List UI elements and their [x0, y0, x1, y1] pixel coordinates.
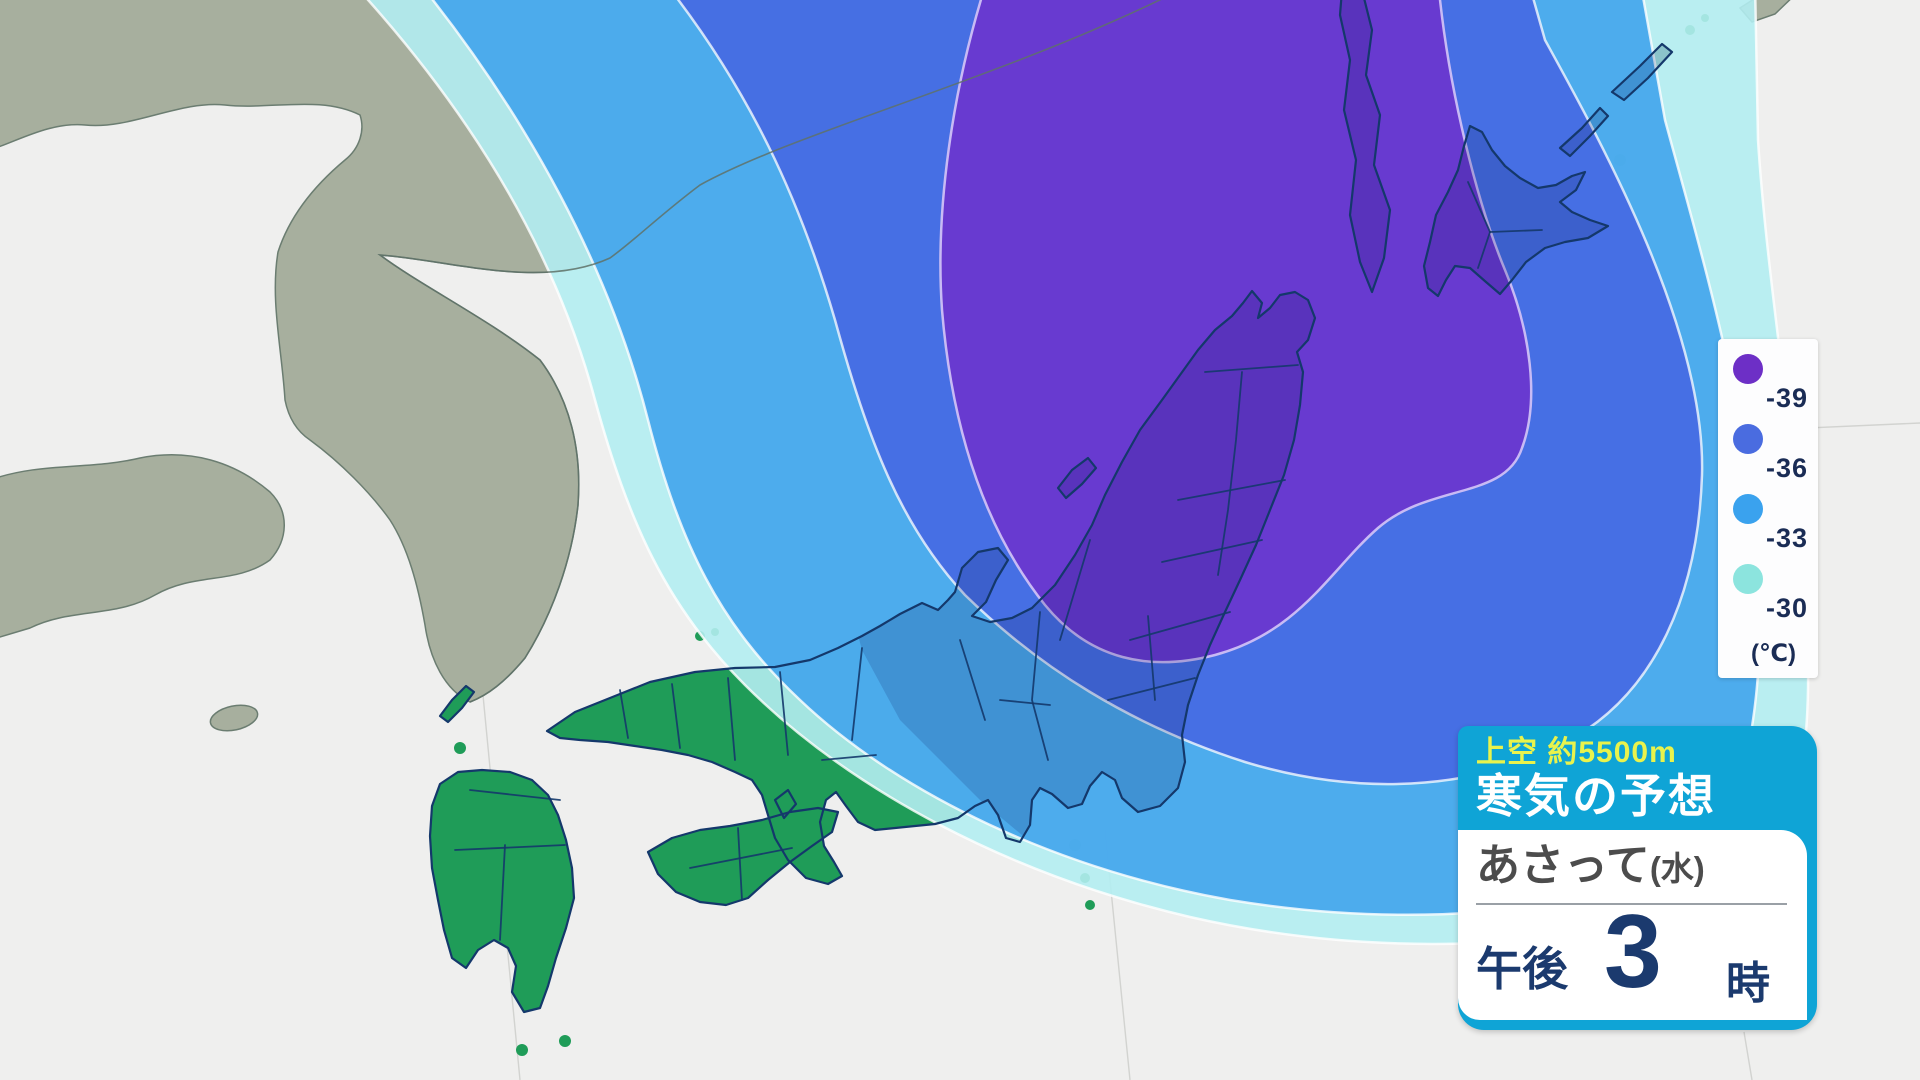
- legend-label-minus39: -39: [1765, 383, 1808, 413]
- legend-label-minus30: -30: [1765, 593, 1808, 623]
- forecast-info-card: 上空 約5500m 寒気の予想 あさって(水) 午後 3 時: [1458, 726, 1817, 1030]
- forecast-title: 寒気の予想: [1476, 770, 1716, 822]
- continent-coastline-overlay: [377, 0, 1162, 703]
- legend-item-minus30: -30: [1718, 563, 1818, 633]
- hour-unit: 時: [1726, 959, 1770, 1008]
- legend-item-minus36: -36: [1718, 423, 1818, 493]
- legend-swatch-minus33-icon: [1733, 494, 1763, 524]
- legend-swatch-minus36-icon: [1733, 424, 1763, 454]
- legend-item-minus39: -39: [1718, 353, 1818, 423]
- divider-line: [1476, 903, 1787, 905]
- prefecture-borders: [454, 181, 1543, 941]
- legend-label-minus33: -33: [1765, 523, 1808, 553]
- jeju-island: [209, 704, 259, 732]
- day-suffix: (水): [1649, 850, 1705, 887]
- forecast-day: あさって(水): [1476, 840, 1791, 895]
- hour-value: 3: [1604, 894, 1662, 1010]
- legend-item-minus33: -33: [1718, 493, 1818, 563]
- forecast-time: 午後 3 時: [1476, 894, 1791, 1021]
- legend-swatch-minus30-icon: [1733, 564, 1763, 594]
- legend-label-minus36: -36: [1765, 453, 1808, 483]
- altitude-label: 上空 約5500m: [1476, 736, 1677, 769]
- china-coast-land: [0, 454, 285, 638]
- forecast-card-header: 上空 約5500m 寒気の予想: [1458, 726, 1817, 830]
- period-label: 午後: [1476, 943, 1568, 995]
- legend-swatch-minus39-icon: [1733, 354, 1763, 384]
- legend-unit-label: (℃): [1750, 640, 1796, 667]
- temperature-legend: -39 -36 -33 -30 (℃): [1718, 339, 1818, 678]
- forecast-card-body: あさって(水) 午後 3 時: [1458, 830, 1807, 1020]
- day-label: あさって: [1476, 841, 1650, 890]
